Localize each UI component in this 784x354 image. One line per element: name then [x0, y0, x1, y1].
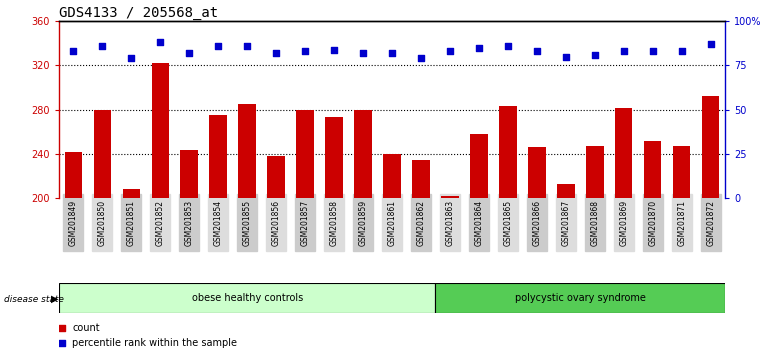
Point [676, 48, 688, 54]
Bar [557, 184, 575, 354]
Point [328, 47, 340, 52]
Point [444, 48, 456, 54]
Text: GDS4133 / 205568_at: GDS4133 / 205568_at [59, 6, 218, 20]
Point [270, 50, 282, 56]
Point [241, 43, 253, 49]
Bar [59, 283, 435, 313]
Text: ▶: ▶ [51, 294, 59, 304]
Point [647, 48, 659, 54]
Point [96, 43, 108, 49]
Bar [586, 146, 604, 354]
Point [56, 325, 68, 330]
Text: polycystic ovary syndrome: polycystic ovary syndrome [515, 293, 646, 303]
Point [183, 50, 195, 56]
Bar [412, 160, 430, 354]
Point [357, 50, 369, 56]
Point [589, 52, 601, 58]
Point [56, 341, 68, 346]
Bar [122, 189, 140, 354]
Bar [435, 283, 725, 313]
Bar [615, 108, 633, 354]
Bar [209, 115, 227, 354]
Bar [673, 146, 691, 354]
Point [560, 54, 572, 59]
Point [618, 48, 630, 54]
Point [386, 50, 398, 56]
Text: obese healthy controls: obese healthy controls [191, 293, 303, 303]
Bar [238, 104, 256, 354]
Bar [383, 154, 401, 354]
Text: count: count [72, 322, 100, 332]
Point [125, 56, 137, 61]
Point [212, 43, 224, 49]
Bar [296, 110, 314, 354]
Point [154, 40, 166, 45]
Bar [644, 141, 662, 354]
Point [67, 48, 79, 54]
Bar [528, 147, 546, 354]
Point [299, 48, 311, 54]
Point [502, 43, 514, 49]
Bar [64, 152, 82, 354]
Bar [93, 110, 111, 354]
Bar [702, 97, 720, 354]
Point [473, 45, 485, 51]
Point [531, 48, 543, 54]
Point [705, 41, 717, 47]
Text: disease state: disease state [4, 295, 64, 304]
Bar [354, 110, 372, 354]
Bar [499, 107, 517, 354]
Bar [180, 149, 198, 354]
Point [415, 56, 427, 61]
Bar [267, 156, 285, 354]
Text: percentile rank within the sample: percentile rank within the sample [72, 338, 237, 348]
Bar [151, 63, 169, 354]
Bar [325, 118, 343, 354]
Bar [470, 134, 488, 354]
Bar [441, 196, 459, 354]
